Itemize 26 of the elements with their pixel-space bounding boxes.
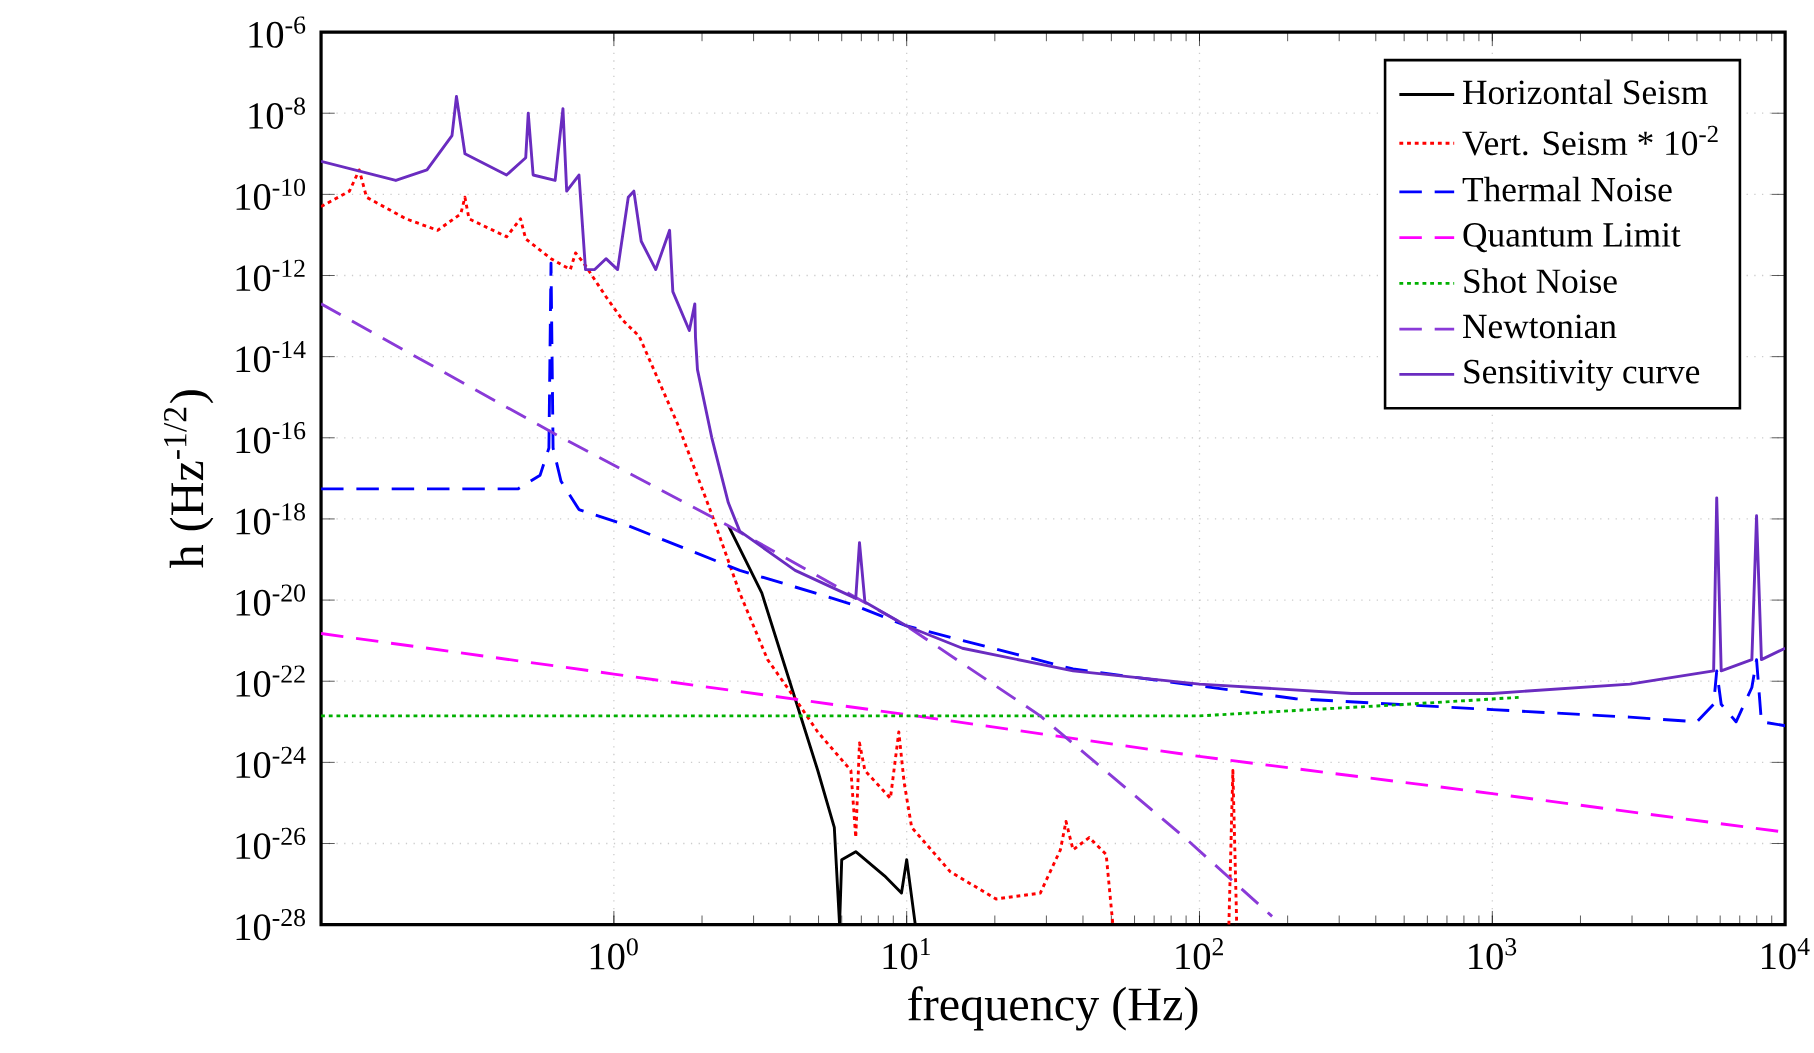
x-axis-title: frequency (Hz) — [908, 986, 1198, 1031]
y-tick-label: 10$^{-18}$ — [236, 503, 306, 535]
x-tick-label: 10$^{0}$ — [590, 938, 638, 970]
legend-label: Newtonian — [1463, 314, 1617, 339]
y-tick-label: 10$^{-20}$ — [236, 584, 306, 616]
x-tick-label: 10$^{2}$ — [1176, 938, 1223, 970]
y-tick-label: 10$^{-26}$ — [236, 827, 306, 860]
y-tick-label: 10$^{-14}$ — [236, 340, 306, 373]
x-tick-label: 10$^{1}$ — [883, 938, 930, 970]
y-axis-title: h (Hz$^{-1/2}$) — [163, 390, 214, 569]
y-tick-label: 10$^{-12}$ — [236, 259, 305, 292]
legend-label: Quantum Limit — [1463, 223, 1681, 253]
x-tick-label: 10$^{4}$ — [1762, 938, 1810, 970]
y-tick-label: 10$^{-24}$ — [236, 746, 306, 778]
y-tick-label: 10$^{-8}$ — [249, 97, 306, 129]
y-tick-label: 10$^{-22}$ — [236, 665, 305, 697]
legend-label: Vert. Seism * 10$^{-2}$ — [1462, 125, 1718, 156]
y-tick-label: 10$^{-10}$ — [236, 178, 306, 211]
legend-label: Thermal Noise — [1462, 176, 1672, 202]
legend-label: Sensitivity curve — [1464, 359, 1700, 391]
y-tick-label: 10$^{-16}$ — [236, 422, 306, 454]
y-tick-label: 10$^{-6}$ — [249, 16, 306, 48]
legend-label: Shot Noise — [1464, 268, 1617, 294]
legend-label: Horizontal Seism — [1463, 79, 1708, 105]
x-tick-label: 10$^{3}$ — [1469, 938, 1517, 970]
y-tick-label: 10$^{-28}$ — [236, 908, 306, 941]
